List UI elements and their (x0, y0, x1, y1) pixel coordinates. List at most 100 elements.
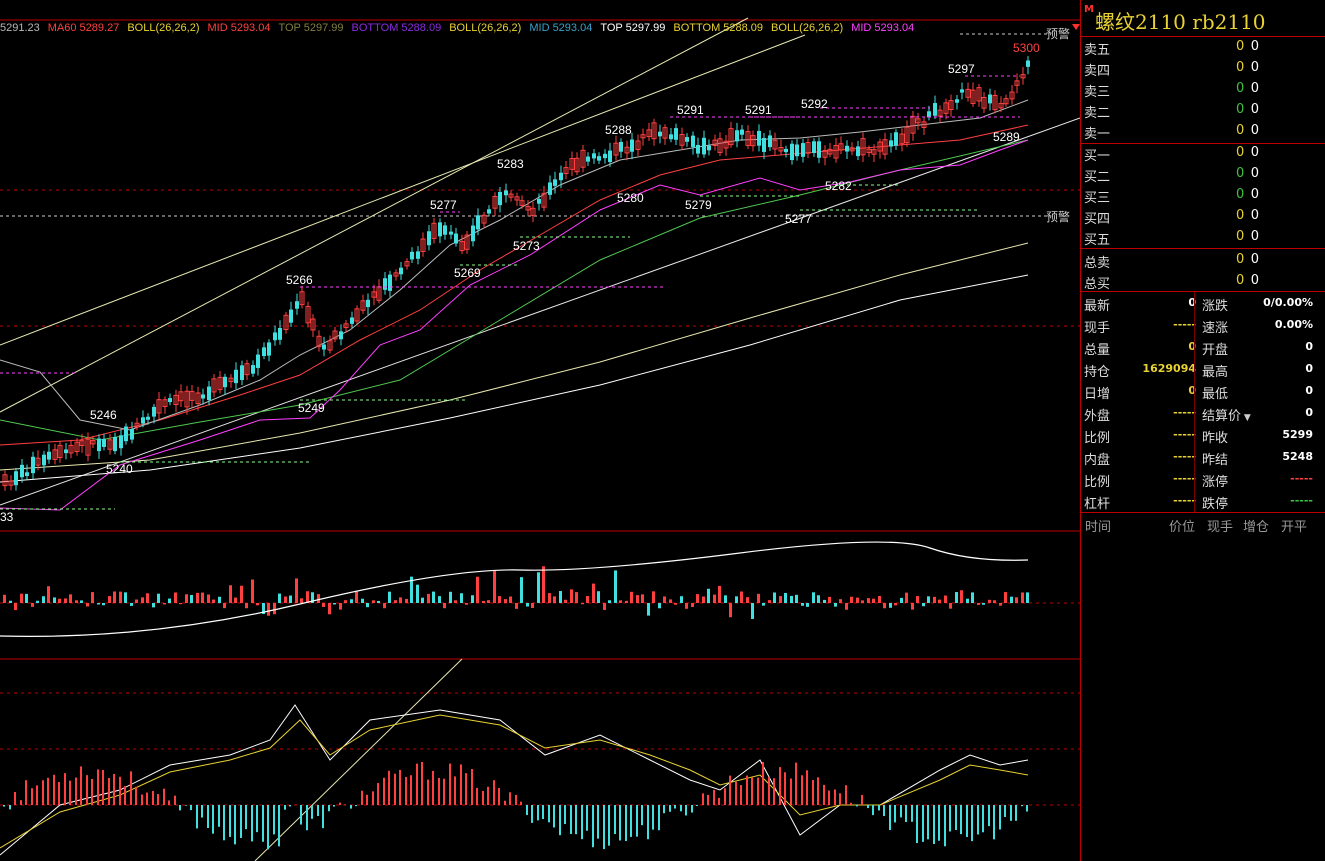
candle-65 (360, 300, 366, 311)
stat-value: ----- (1173, 428, 1196, 441)
vol-bar-160 (883, 603, 886, 609)
candle-139 (768, 135, 772, 148)
macd-bar-71 (394, 773, 396, 805)
candle-58 (322, 344, 326, 350)
macd-bar-124 (685, 805, 687, 816)
candle-19 (107, 439, 113, 450)
col-hand: 现手 (1207, 520, 1234, 535)
candle-86 (476, 215, 480, 230)
macd-bar-128 (707, 794, 709, 805)
candle-91 (504, 190, 508, 196)
ask-volume: 0 (1236, 60, 1245, 75)
candle-31 (173, 394, 179, 406)
vol-bar-115 (636, 595, 639, 603)
macd-bar-139 (768, 776, 770, 805)
stat-row-2: 总量 0 开盘 0 (1081, 337, 1325, 359)
macd-bar-80 (443, 778, 445, 805)
macd-bar-13 (75, 777, 77, 805)
macd-trendline (254, 658, 463, 861)
vol-bar-131 (724, 595, 727, 603)
macd-bar-84 (465, 773, 467, 805)
macd-bar-133 (735, 781, 737, 805)
chevron-down-icon[interactable]: ▼ (1241, 413, 1251, 423)
vol-bar-5 (31, 603, 34, 607)
vol-bar-42 (234, 597, 237, 603)
macd-bar-73 (405, 776, 407, 805)
candle-101 (559, 172, 563, 181)
vol-bar-145 (801, 603, 804, 606)
candle-23 (130, 429, 134, 440)
col-price: 价位 (1169, 520, 1196, 535)
candle-125 (691, 135, 695, 147)
vol-bar-158 (872, 598, 875, 603)
macd-bar-82 (454, 776, 456, 805)
vol-bar-118 (652, 591, 655, 603)
vol-bar-14 (80, 600, 83, 603)
macd-bar-43 (240, 805, 242, 838)
bid-total-separator (1081, 248, 1325, 249)
macd-bar-122 (674, 805, 676, 809)
channel-lower (0, 117, 1080, 506)
candle-109 (603, 153, 607, 159)
candle-141 (778, 146, 784, 152)
vol-bar-64 (355, 591, 358, 603)
macd-bar-173 (955, 805, 957, 830)
macd-bar-159 (878, 805, 880, 811)
stat-value: 0 (1305, 406, 1313, 419)
vol-bar-122 (674, 603, 677, 605)
candle-35 (195, 392, 201, 405)
stat-label: 昨收 (1202, 431, 1229, 446)
total-row-0: 总卖 0 0 (1081, 250, 1325, 271)
candle-72 (399, 267, 403, 275)
candle-12 (68, 444, 74, 454)
candle-147 (812, 141, 816, 153)
macd-bar-27 (152, 791, 154, 805)
macd-bar-142 (784, 772, 786, 805)
candle-48 (267, 342, 271, 356)
macd-bar-117 (647, 805, 649, 840)
stat-label: 最新 (1084, 299, 1111, 314)
ask-volume: 0 (1236, 102, 1245, 117)
candle-172 (948, 100, 954, 111)
candle-126 (696, 144, 700, 154)
candle-74 (410, 251, 414, 260)
macd-bar-72 (399, 769, 401, 805)
macd-bar-58 (322, 805, 324, 829)
macd-bar-48 (267, 805, 269, 850)
macd-bar-164 (905, 805, 907, 822)
macd-bar-38 (212, 805, 214, 834)
vol-bar-44 (245, 603, 248, 609)
vol-bar-4 (25, 593, 28, 603)
bid-price: 0 (1250, 166, 1259, 181)
vol-bar-150 (828, 596, 831, 603)
candle-153 (845, 145, 849, 152)
vol-bar-181 (999, 603, 1002, 606)
ask-row-1: 卖四 0 0 (1081, 58, 1325, 79)
contract-name[interactable]: 螺纹2110 rb2110 (1095, 10, 1266, 34)
candle-137 (757, 130, 761, 146)
price-label-12: 5277 (785, 212, 812, 226)
kline-chart-area[interactable]: 5300 5297 5292 5291 5291 5288 5289 5283 5280 5279… (0, 0, 1080, 861)
macd-bar-24 (135, 786, 137, 805)
macd-bar-160 (883, 805, 885, 817)
candle-132 (728, 128, 734, 146)
candle-61 (339, 331, 343, 340)
macd-bar-112 (619, 805, 621, 841)
vol-bar-38 (212, 599, 215, 603)
macd-bar-116 (641, 805, 643, 826)
vol-bar-31 (174, 592, 177, 603)
vol-bar-80 (443, 603, 446, 609)
macd-bar-76 (421, 761, 423, 805)
col-openclose: 开平 (1281, 520, 1308, 535)
kline-chart[interactable]: 5300 5297 5292 5291 5291 5288 5289 5283 5280 5279… (0, 0, 1080, 861)
macd-bar-135 (746, 775, 748, 805)
macd-bar-87 (482, 790, 484, 805)
footer-separator (1081, 512, 1325, 513)
vol-bar-116 (641, 594, 644, 603)
vol-bar-30 (168, 598, 171, 603)
vol-bar-28 (157, 593, 160, 603)
macd-bar-70 (388, 770, 390, 805)
macd-bar-50 (278, 805, 280, 847)
bid-volume: 0 (1236, 208, 1245, 223)
vol-bar-86 (476, 576, 479, 603)
